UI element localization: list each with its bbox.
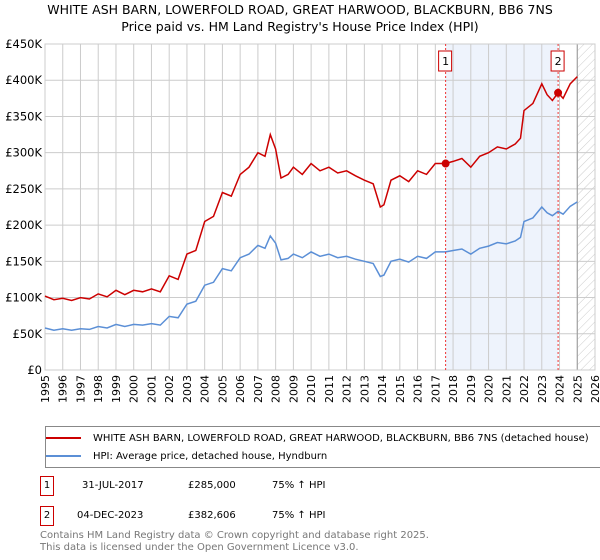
plot-border bbox=[44, 43, 596, 371]
y-tick-label: £100K bbox=[5, 291, 42, 305]
hpi-line bbox=[44, 201, 578, 331]
y-tick-label: £0 bbox=[27, 363, 42, 377]
chart-title: WHITE ASH BARN, LOWERFOLD ROAD, GREAT HA… bbox=[47, 2, 553, 17]
x-tick-label: 2003 bbox=[181, 375, 194, 403]
x-tick-label: 1995 bbox=[39, 375, 52, 403]
legend-label: WHITE ASH BARN, LOWERFOLD ROAD, GREAT HA… bbox=[93, 432, 589, 444]
x-tick-label: 2014 bbox=[376, 375, 389, 403]
x-tick-label: 2020 bbox=[483, 375, 496, 403]
chart: 1995 1996 1997 1998 1999 2000 2001 2002 2003 2004… bbox=[5, 37, 600, 403]
chart-subtitle: Price paid vs. HM Land Registry's House … bbox=[121, 19, 479, 34]
x-tick-label: 2005 bbox=[216, 375, 229, 403]
x-tick-label: 2025 bbox=[571, 375, 584, 403]
legend-swatch-blue bbox=[46, 455, 81, 457]
x-tick-label: 2024 bbox=[554, 375, 567, 403]
y-tick-label: £450K bbox=[5, 37, 42, 51]
sale-price: £285,000 bbox=[188, 480, 236, 491]
x-tick-label: 2007 bbox=[252, 375, 265, 403]
y-tick-label: £350K bbox=[5, 109, 42, 123]
x-tick-label: 2012 bbox=[341, 375, 354, 403]
x-tick-label: 2022 bbox=[518, 375, 531, 403]
x-tick-label: 2019 bbox=[465, 375, 478, 403]
x-tick-label: 1998 bbox=[92, 375, 105, 403]
x-tick-label: 2021 bbox=[500, 375, 513, 403]
marker-badge: 2 bbox=[40, 506, 54, 526]
x-tick-label: 2023 bbox=[536, 375, 549, 403]
y-tick-label: £250K bbox=[5, 182, 42, 196]
sale-marker-box bbox=[550, 50, 565, 72]
sale-marker-label: 2 bbox=[555, 55, 562, 68]
property-price-line bbox=[44, 76, 578, 302]
hpi-change: 75% ↑ HPI bbox=[272, 480, 326, 491]
x-tick-label: 2026 bbox=[589, 375, 600, 403]
sale-date: 31-JUL-2017 bbox=[82, 480, 144, 491]
shaded-range bbox=[445, 44, 559, 370]
legend-label: HPI: Average price, detached house, Hynd… bbox=[93, 450, 328, 462]
y-tick-label: £400K bbox=[5, 73, 42, 87]
x-tick-label: 2015 bbox=[394, 375, 407, 403]
x-tick-label: 2017 bbox=[429, 375, 442, 403]
x-tick-label: 1996 bbox=[57, 375, 70, 403]
legend-item-property: WHITE ASH BARN, LOWERFOLD ROAD, GREAT HA… bbox=[46, 430, 589, 446]
hpi-change: 75% ↑ HPI bbox=[272, 510, 326, 521]
y-tick-label: £200K bbox=[5, 218, 42, 232]
forecast-hatch bbox=[577, 44, 595, 370]
x-tick-label: 2018 bbox=[447, 375, 460, 403]
x-tick-label: 2002 bbox=[163, 375, 176, 403]
sale-marker-label: 1 bbox=[442, 55, 449, 68]
legend-swatch-red bbox=[46, 437, 81, 439]
x-tick-label: 2008 bbox=[270, 375, 283, 403]
y-tick-label: £150K bbox=[5, 254, 42, 268]
x-tick-label: 2004 bbox=[199, 375, 212, 403]
table-row: 1 31-JUL-2017 £285,000 75% ↑ HPI bbox=[40, 476, 440, 496]
sale-point bbox=[554, 88, 563, 97]
legend-item-hpi: HPI: Average price, detached house, Hynd… bbox=[46, 448, 327, 464]
marker-badge: 1 bbox=[40, 476, 54, 496]
footer-copyright: Contains HM Land Registry data © Crown c… bbox=[40, 530, 429, 541]
sale-date: 04-DEC-2023 bbox=[77, 510, 144, 521]
x-tick-label: 1999 bbox=[110, 375, 123, 403]
y-tick-label: £50K bbox=[13, 327, 43, 341]
x-tick-label: 2016 bbox=[412, 375, 425, 403]
x-tick-label: 2013 bbox=[358, 375, 371, 403]
sale-marker-box bbox=[438, 50, 453, 72]
x-tick-label: 2001 bbox=[145, 375, 158, 403]
x-tick-label: 2009 bbox=[287, 375, 300, 403]
x-tick-label: 2000 bbox=[128, 375, 141, 403]
x-tick-label: 1997 bbox=[74, 375, 87, 403]
x-tick-label: 2011 bbox=[323, 375, 336, 403]
footer-licence: This data is licensed under the Open Gov… bbox=[40, 542, 359, 553]
footer: Contains HM Land Registry data © Crown c… bbox=[40, 530, 429, 554]
x-tick-label: 2010 bbox=[305, 375, 318, 403]
y-tick-label: £300K bbox=[5, 146, 42, 160]
sale-point bbox=[441, 159, 450, 168]
sale-price: £382,606 bbox=[188, 510, 236, 521]
x-tick-label: 2006 bbox=[234, 375, 247, 403]
legend: WHITE ASH BARN, LOWERFOLD ROAD, GREAT HA… bbox=[45, 426, 600, 468]
table-row: 2 04-DEC-2023 £382,606 75% ↑ HPI bbox=[40, 506, 440, 526]
